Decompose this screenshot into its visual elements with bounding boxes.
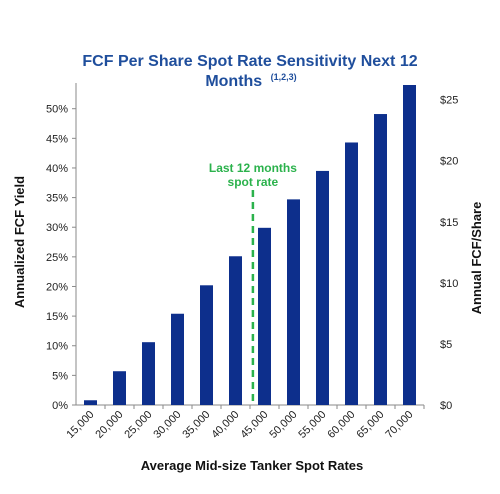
bar (84, 400, 97, 405)
x-tick-label: 55,000 (296, 409, 328, 441)
y-left-axis-title: Annualized FCF Yield (12, 176, 27, 308)
x-tick-label: 35,000 (180, 409, 212, 441)
y-left-tick-label: 50% (46, 104, 68, 116)
bar (200, 285, 213, 405)
chart-title-line2-group: Months (1,2,3) (205, 72, 296, 90)
x-tick-label: 70,000 (383, 409, 415, 441)
x-tick-label: 60,000 (325, 409, 357, 441)
y-right-tick-label: $10 (440, 278, 458, 290)
y-left-tick-label: 35% (46, 193, 68, 205)
bar (345, 142, 358, 405)
annotation-line2: spot rate (228, 175, 279, 189)
x-axis-title: Average Mid-size Tanker Spot Rates (141, 458, 364, 473)
y-left-tick-label: 45% (46, 133, 68, 145)
x-tick-label: 30,000 (151, 409, 183, 441)
y-right-tick-label: $15 (440, 217, 458, 229)
y-right-tick-label: $0 (440, 400, 452, 412)
x-tick-label: 20,000 (93, 409, 125, 441)
bar (171, 313, 184, 405)
annotation-line1: Last 12 months (209, 161, 297, 175)
bar (403, 85, 416, 405)
bar (142, 342, 155, 405)
x-tick-label: 40,000 (209, 409, 241, 441)
chart-title-line1: FCF Per Share Spot Rate Sensitivity Next… (82, 53, 417, 70)
x-tick-label: 65,000 (354, 409, 386, 441)
bar (229, 256, 242, 405)
bar (374, 114, 387, 405)
chart-title-line2: Months (205, 73, 262, 90)
x-tick-label: 50,000 (267, 409, 299, 441)
y-right-tick-label: $20 (440, 156, 458, 168)
y-left-tick-label: 0% (52, 400, 68, 412)
y-right-tick-label: $25 (440, 95, 458, 107)
x-tick-label: 25,000 (122, 409, 154, 441)
y-left-tick-label: 15% (46, 311, 68, 323)
y-left-tick-label: 25% (46, 252, 68, 264)
y-left-tick-label: 30% (46, 222, 68, 234)
y-left-tick-label: 5% (52, 370, 68, 382)
y-left-tick-label: 20% (46, 281, 68, 293)
y-right-axis-title: Annual FCF/Share (469, 202, 484, 315)
bar (316, 170, 329, 405)
chart-title-superscript: (1,2,3) (271, 72, 297, 82)
bar (258, 227, 271, 405)
bar (287, 199, 300, 405)
y-left-tick-label: 40% (46, 163, 68, 175)
y-left-tick-label: 10% (46, 341, 68, 353)
bar (113, 371, 126, 405)
y-right-tick-label: $5 (440, 339, 452, 351)
x-tick-label: 15,000 (64, 409, 96, 441)
x-tick-label: 45,000 (238, 409, 270, 441)
plot-area: 0% 5% 10% 15% 20% 25% 30% 35% 40% 45% 50% $0 $5 $10 $1… (46, 83, 458, 441)
